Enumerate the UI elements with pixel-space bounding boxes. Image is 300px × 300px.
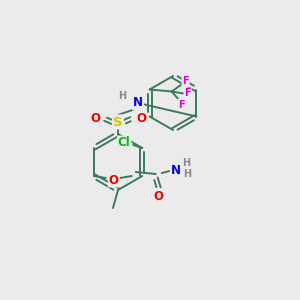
Text: O: O: [154, 190, 164, 202]
Text: F: F: [178, 100, 185, 110]
Text: H: H: [182, 158, 190, 168]
Text: N: N: [171, 164, 181, 176]
Text: S: S: [113, 116, 123, 128]
Text: Cl: Cl: [118, 136, 130, 149]
Text: O: O: [109, 173, 119, 187]
Text: O: O: [90, 112, 100, 125]
Text: O: O: [136, 112, 146, 125]
Text: H: H: [183, 169, 191, 179]
Text: N: N: [133, 97, 143, 110]
Text: F: F: [182, 76, 189, 86]
Text: H: H: [118, 91, 126, 101]
Text: F: F: [184, 88, 191, 98]
